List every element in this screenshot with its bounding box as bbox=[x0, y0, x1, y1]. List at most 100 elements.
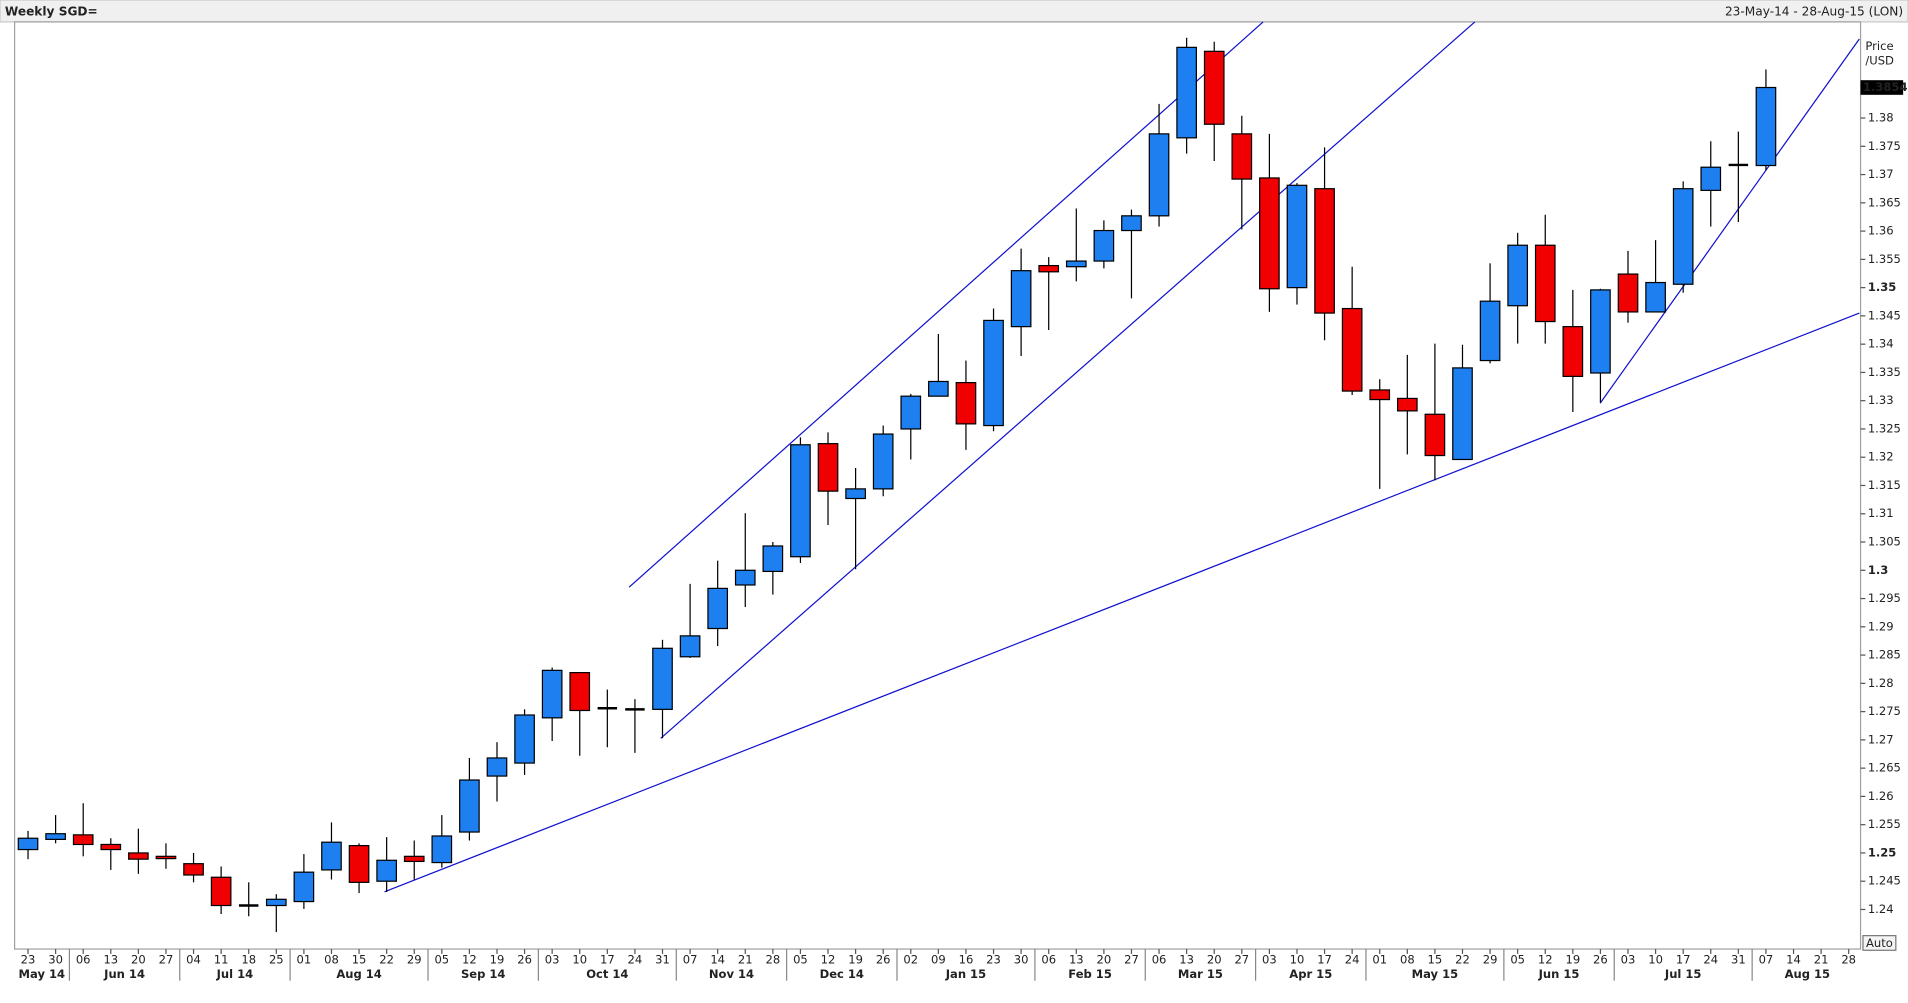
x-tick-label: 01 bbox=[297, 953, 312, 967]
candle-body bbox=[652, 647, 673, 710]
x-tick-label: 04 bbox=[186, 953, 201, 967]
month-label: Aug 15 bbox=[1785, 967, 1830, 981]
candle-body bbox=[955, 381, 977, 425]
x-tick-label: 27 bbox=[159, 953, 174, 967]
x-tick-label: 12 bbox=[462, 953, 477, 967]
candle-body bbox=[321, 841, 342, 871]
candle-body bbox=[1534, 244, 1556, 323]
y-tick-label: 1.32 bbox=[1868, 450, 1894, 464]
x-tick-label: 10 bbox=[572, 953, 587, 967]
month-label: Aug 14 bbox=[336, 967, 381, 981]
trend-line bbox=[384, 312, 1860, 893]
x-tick-label: 31 bbox=[655, 953, 670, 967]
candle-body bbox=[1121, 215, 1142, 232]
x-tick-label: 08 bbox=[1400, 953, 1415, 967]
y-tick-label: 1.315 bbox=[1868, 478, 1901, 492]
month-label: Jul 15 bbox=[1664, 967, 1702, 981]
candle-body bbox=[817, 443, 839, 492]
x-tick-label: 30 bbox=[1014, 953, 1029, 967]
y-tick-label: 1.38 bbox=[1868, 111, 1894, 125]
x-tick-label: 17 bbox=[600, 953, 615, 967]
candle-body bbox=[1645, 281, 1666, 313]
y-tick-label: 1.295 bbox=[1868, 591, 1901, 605]
candle-body bbox=[1259, 177, 1280, 290]
candle-body bbox=[1176, 46, 1197, 139]
x-tick-label: 22 bbox=[379, 953, 394, 967]
x-tick-label: 05 bbox=[793, 953, 808, 967]
x-tick-label: 27 bbox=[1124, 953, 1139, 967]
x-tick-label: 13 bbox=[103, 953, 118, 967]
y-tick-label: 1.305 bbox=[1868, 535, 1901, 549]
date-range: 23-May-14 - 28-Aug-15 (LON) bbox=[1725, 5, 1903, 19]
candle-body bbox=[72, 834, 94, 846]
x-tick-label: 10 bbox=[1290, 953, 1305, 967]
y-tick-label: 1.34 bbox=[1868, 337, 1894, 351]
candle-body bbox=[100, 843, 122, 851]
month-label: Mar 15 bbox=[1178, 967, 1223, 981]
x-tick-label: 14 bbox=[1786, 953, 1801, 967]
candle-body bbox=[1369, 389, 1391, 401]
candle-body bbox=[128, 852, 149, 860]
candle-body bbox=[1286, 184, 1308, 289]
x-tick-label: 24 bbox=[1345, 953, 1360, 967]
x-tick-label: 29 bbox=[407, 953, 422, 967]
candle-body bbox=[1700, 166, 1722, 192]
y-tick-label: 1.31 bbox=[1868, 506, 1894, 520]
x-tick-label: 10 bbox=[1648, 953, 1663, 967]
y-tick-label: 1.335 bbox=[1868, 365, 1901, 379]
candle-body bbox=[928, 380, 949, 397]
candle-body bbox=[1314, 188, 1335, 314]
x-tick-label: 26 bbox=[876, 953, 891, 967]
candle-body bbox=[1507, 244, 1529, 307]
x-tick-label: 05 bbox=[1510, 953, 1525, 967]
auto-button-label[interactable]: Auto bbox=[1866, 936, 1893, 950]
x-tick-label: 21 bbox=[738, 953, 753, 967]
axis-label: Price bbox=[1865, 39, 1893, 53]
candle-body bbox=[1479, 300, 1501, 362]
candle-body bbox=[1562, 326, 1584, 377]
y-tick-label: 1.33 bbox=[1868, 393, 1894, 407]
x-tick-label: 11 bbox=[214, 953, 229, 967]
x-tick-label: 18 bbox=[241, 953, 256, 967]
candle-body bbox=[45, 833, 66, 840]
x-tick-label: 20 bbox=[1097, 953, 1112, 967]
month-label: Nov 14 bbox=[709, 967, 754, 981]
x-tick-label: 12 bbox=[1538, 953, 1553, 967]
y-tick-label: 1.355 bbox=[1868, 252, 1901, 266]
x-tick-label: 06 bbox=[76, 953, 91, 967]
x-tick-label: 20 bbox=[131, 953, 146, 967]
x-tick-label: 28 bbox=[766, 953, 781, 967]
x-tick-label: 21 bbox=[1814, 953, 1829, 967]
x-tick-label: 30 bbox=[48, 953, 63, 967]
candle-body bbox=[155, 855, 177, 860]
last-price-label: 1.3854 bbox=[1863, 80, 1908, 94]
x-tick-label: 16 bbox=[959, 953, 974, 967]
candle-body bbox=[265, 898, 287, 907]
candle-body bbox=[1203, 50, 1225, 125]
plot-area bbox=[13, 21, 1862, 950]
header-bar bbox=[0, 0, 1908, 23]
x-tick-label: 02 bbox=[903, 953, 918, 967]
x-tick-label: 26 bbox=[1593, 953, 1608, 967]
auto-button[interactable] bbox=[1862, 935, 1897, 951]
y-tick-label: 1.245 bbox=[1868, 874, 1901, 888]
month-label: May 14 bbox=[19, 967, 66, 981]
y-tick-label: 1.365 bbox=[1868, 195, 1901, 209]
y-tick-label: 1.28 bbox=[1868, 676, 1894, 690]
month-label: Apr 15 bbox=[1289, 967, 1332, 981]
y-tick-label: 1.255 bbox=[1868, 817, 1901, 831]
x-tick-label: 28 bbox=[1841, 953, 1856, 967]
x-tick-label: 22 bbox=[1455, 953, 1470, 967]
candle-body bbox=[348, 844, 370, 883]
x-tick-label: 24 bbox=[1703, 953, 1718, 967]
y-tick-label: 1.36 bbox=[1868, 224, 1894, 238]
x-tick-label: 07 bbox=[1759, 953, 1774, 967]
candle-body bbox=[1065, 260, 1087, 268]
x-tick-label: 15 bbox=[352, 953, 367, 967]
candle-body bbox=[403, 855, 425, 863]
candle-body bbox=[762, 545, 784, 573]
x-tick-label: 13 bbox=[1069, 953, 1084, 967]
chart-title: Weekly SGD= bbox=[5, 5, 98, 19]
x-tick-label: 06 bbox=[1041, 953, 1056, 967]
